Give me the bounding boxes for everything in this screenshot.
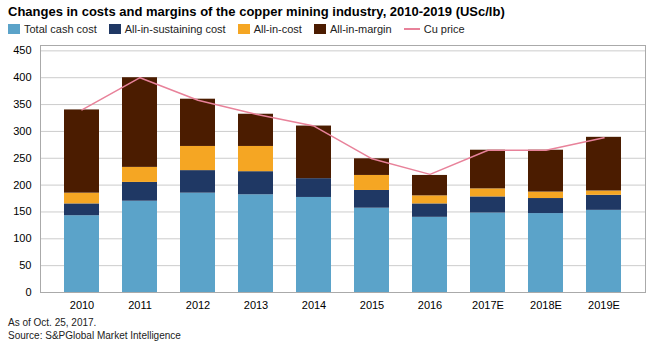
html-text:Source: S&PGlobal Market Intel: Source: S&PGlobal Market Intelligence bbox=[8, 330, 181, 341]
svg-text:200: 200 bbox=[13, 179, 31, 191]
svg-text:0: 0 bbox=[25, 286, 31, 298]
svg-text:2015: 2015 bbox=[360, 299, 384, 311]
svg-text:150: 150 bbox=[13, 205, 31, 217]
svg-text:300: 300 bbox=[13, 125, 31, 137]
svg-text:2013: 2013 bbox=[244, 299, 268, 311]
svg-text:2012: 2012 bbox=[186, 299, 210, 311]
svg-text:100: 100 bbox=[13, 232, 31, 244]
html-text:All-in-margin: All-in-margin bbox=[329, 23, 392, 35]
svg-text:2018E: 2018E bbox=[530, 299, 562, 311]
html-text:As of Oct. 25, 2017.: As of Oct. 25, 2017. bbox=[8, 317, 97, 328]
html-text:All-in-cost: All-in-cost bbox=[253, 23, 302, 35]
svg-text:2014: 2014 bbox=[302, 299, 326, 311]
html-text:Cu price: Cu price bbox=[423, 23, 465, 35]
html-text:Changes in costs and margins o: Changes in costs and margins of the copp… bbox=[8, 4, 505, 19]
svg-text:2011: 2011 bbox=[128, 299, 152, 311]
svg-text:2017E: 2017E bbox=[472, 299, 504, 311]
svg-text:2016: 2016 bbox=[418, 299, 442, 311]
svg-text:350: 350 bbox=[13, 98, 31, 110]
svg-text:400: 400 bbox=[13, 71, 31, 83]
svg-text:450: 450 bbox=[13, 44, 31, 56]
svg-text:50: 50 bbox=[19, 259, 31, 271]
svg-text:2019E: 2019E bbox=[588, 299, 620, 311]
html-text:Total cash cost: Total cash cost bbox=[24, 23, 97, 35]
html-text:All-in-sustaining cost: All-in-sustaining cost bbox=[124, 23, 226, 35]
svg-text:2010: 2010 bbox=[70, 299, 94, 311]
svg-text:250: 250 bbox=[13, 152, 31, 164]
